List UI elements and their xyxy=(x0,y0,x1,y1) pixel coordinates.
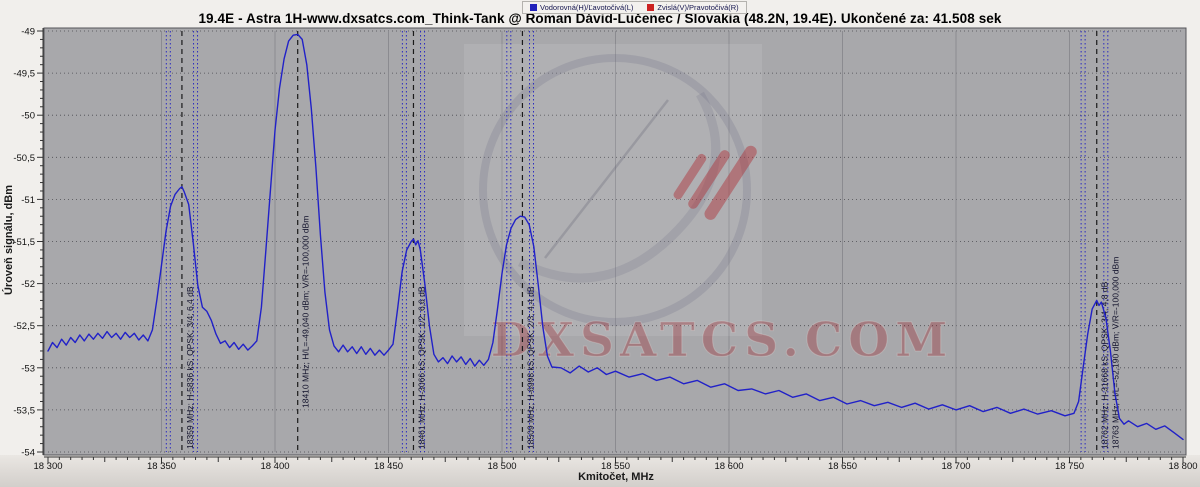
y-tick-label: -52 xyxy=(21,279,35,290)
legend-item-horizontal: Vodorovná(H)/Ľavotočivá(L) xyxy=(530,3,633,12)
marker-label: 18509 MHz; H-6998 kS; QPSK; 2/3; 4,4 dB xyxy=(525,286,535,449)
signal-trace-horizontal xyxy=(47,33,1184,441)
y-tick-label: -52,5 xyxy=(13,321,35,332)
legend-label-vertical: Zvislá(V)/Pravotočivá(R) xyxy=(657,3,739,12)
y-tick-label: -54 xyxy=(21,448,35,459)
y-tick-label: -50,5 xyxy=(13,153,35,164)
legend-label-horizontal: Vodorovná(H)/Ľavotočivá(L) xyxy=(540,3,634,12)
marker-label: 18410 MHz; H/L=-49,040 dBm; V/R=-100,000… xyxy=(301,216,311,408)
marker-label: 18763 MHz; H/L=-52,190 dBm; V/R=-100,000… xyxy=(1111,257,1121,449)
watermark-logo xyxy=(464,44,762,336)
y-tick-label: -51 xyxy=(21,195,35,206)
y-tick-label: -53,5 xyxy=(13,405,35,416)
signal-waves-icon xyxy=(673,145,757,220)
plot-border xyxy=(43,27,1187,456)
marker-label: 18359 MHz; H-5836 kS; QPSK; 3/4; 6,4 dB xyxy=(185,286,195,449)
y-tick-label: -49 xyxy=(21,27,35,38)
x-tick-label: 18 800 xyxy=(1168,461,1197,472)
x-tick-label: 18 750 xyxy=(1055,461,1084,472)
chart-title: 19.4E - Astra 1H-www.dxsatcs.com_Think-T… xyxy=(198,11,1002,26)
x-tick-label: 18 500 xyxy=(487,461,516,472)
bottom-axis-strip xyxy=(0,455,1200,487)
legend-swatch-horizontal xyxy=(530,4,537,11)
x-tick-label: 18 550 xyxy=(601,461,630,472)
legend: Vodorovná(H)/Ľavotočivá(L) Zvislá(V)/Pra… xyxy=(522,1,747,14)
y-tick-label: -50 xyxy=(21,111,35,122)
marker-label: 18461 MHz; H-3066 kS; QPSK; 1/2; 6,6 dB xyxy=(416,286,426,449)
legend-item-vertical: Zvislá(V)/Pravotočivá(R) xyxy=(647,3,739,12)
x-tick-label: 18 350 xyxy=(147,461,176,472)
x-tick-label: 18 400 xyxy=(260,461,289,472)
y-axis-title: Úroveň signálu, dBm xyxy=(3,184,15,296)
x-tick-label: 18 600 xyxy=(714,461,743,472)
x-tick-label: 18 300 xyxy=(33,461,62,472)
y-tick-label: -51,5 xyxy=(13,237,35,248)
y-tick-label: -49,5 xyxy=(13,69,35,80)
x-tick-label: 18 450 xyxy=(374,461,403,472)
x-tick-label: 18 650 xyxy=(828,461,857,472)
x-axis-title: Kmitočet, MHz xyxy=(578,471,654,483)
x-tick-label: 18 700 xyxy=(941,461,970,472)
legend-swatch-vertical xyxy=(647,4,655,11)
watermark-text: DXSATCS.COM xyxy=(491,313,953,368)
y-tick-label: -53 xyxy=(21,363,35,374)
marker-label: 18762 MHz; H-31668 kS; QPSK; 3/4; 4,8 dB xyxy=(1100,281,1110,449)
